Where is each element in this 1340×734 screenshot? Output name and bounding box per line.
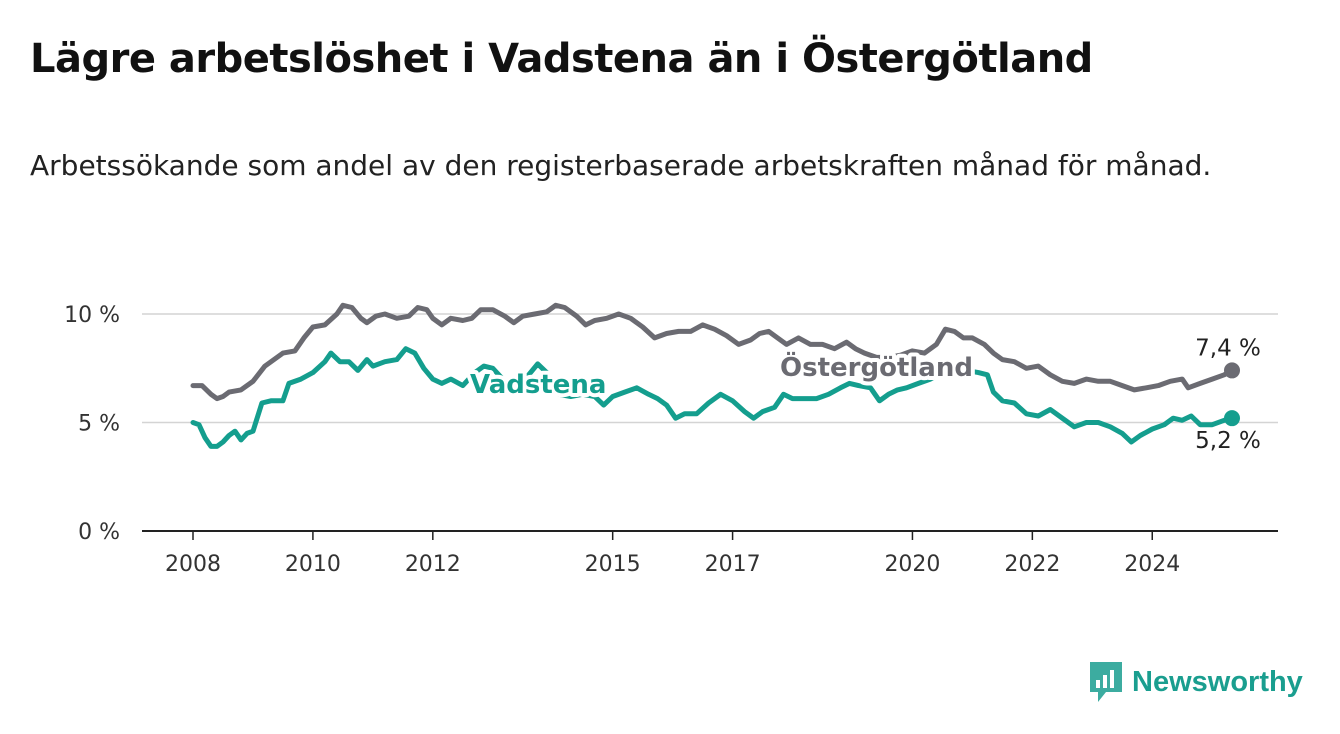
end-value-label-vadstena: 5,2 % — [1195, 428, 1261, 454]
series-line-vadstena — [190, 346, 1235, 449]
x-tick-label: 2008 — [165, 552, 221, 577]
end-point-vadstena — [1224, 410, 1240, 427]
y-axis-tick-labels: 0 % 5 % 10 % — [64, 303, 120, 545]
x-axis — [142, 530, 1278, 540]
x-tick-label: 2022 — [1004, 552, 1060, 577]
series-label-vadstena: Vadstena — [470, 370, 606, 400]
series-line-ostergotland — [190, 302, 1235, 402]
x-tick-label: 2010 — [285, 552, 341, 577]
series-label-ostergotland: Östergötland — [780, 350, 973, 383]
x-tick-label: 2012 — [405, 552, 461, 577]
end-point-ostergotland — [1224, 362, 1240, 379]
chart-title: Lägre arbetslöshet i Vadstena än i Öster… — [30, 36, 1093, 82]
x-tick-label: 2015 — [585, 552, 641, 577]
chart-subtitle: Arbetssökande som andel av den registerb… — [30, 149, 1212, 182]
x-tick-label: 2024 — [1124, 552, 1180, 577]
brand-logo: Newsworthy — [1088, 660, 1303, 704]
newsworthy-logo-icon — [1090, 662, 1122, 702]
y-tick-label: 10 % — [64, 303, 120, 328]
series-lines — [190, 302, 1240, 449]
x-tick-label: 2017 — [705, 552, 761, 577]
brand-name: Newsworthy — [1132, 665, 1303, 698]
x-axis-tick-labels: 2008 2010 2012 2015 2017 2020 2022 2024 — [165, 552, 1180, 577]
x-tick-label: 2020 — [884, 552, 940, 577]
end-value-label-ostergotland: 7,4 % — [1195, 335, 1261, 361]
y-tick-label: 5 % — [78, 412, 120, 437]
series-labels: Östergötland Vadstena 7,4 % 5,2 % — [466, 332, 1264, 457]
y-tick-label: 0 % — [78, 520, 120, 545]
